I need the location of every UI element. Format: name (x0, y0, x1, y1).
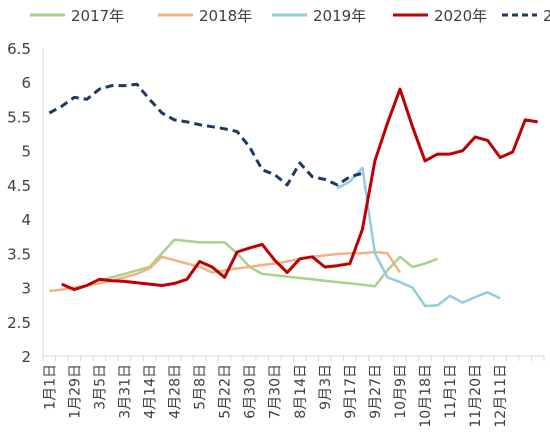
x-axis: 1月1日 1月29日 3月5日 3月31日 4月14日 4月28日 5月8日 5月22日 6月3… (42, 355, 545, 428)
x-tick-label: 12月11日 (493, 364, 509, 428)
x-tick-label: 11月20日 (468, 364, 484, 428)
x-tick-label: 9月17日 (343, 364, 359, 419)
x-tick-label: 5月22日 (218, 364, 234, 419)
x-tick-label: 9月3日 (318, 364, 334, 410)
y-axis: 2 2.5 3 3.5 4 4.5 5 5.5 6 6.5 (7, 40, 44, 366)
x-tick-label: 1月29日 (67, 364, 83, 419)
legend-label: 2018年 (199, 7, 252, 25)
x-tick-label: 8月14日 (293, 364, 309, 419)
series-line-2018 (49, 250, 402, 293)
x-tick-label: 10月9日 (393, 364, 409, 419)
x-tick-label: 3月31日 (117, 364, 133, 419)
plot-area (48, 82, 538, 308)
legend-label: 2019年 (313, 7, 366, 25)
y-tick-label: 6 (21, 74, 31, 92)
y-tick-label: 6.5 (7, 40, 31, 58)
series-line-2019 (336, 166, 501, 308)
y-tick-label: 5 (21, 143, 31, 161)
x-tick-label: 7月30日 (268, 364, 284, 419)
x-tick-label: 4月14日 (142, 364, 158, 419)
y-tick-label: 2 (21, 348, 31, 366)
x-tick-label: 1月1日 (42, 364, 58, 410)
y-tick-label: 4.5 (7, 177, 31, 195)
series-line-2017 (99, 238, 438, 288)
x-tick-label: 10月18日 (418, 364, 434, 428)
x-tick-label: 5月8日 (193, 364, 209, 410)
legend: 2017年 2018年 2019年 2020年 2021年 (30, 7, 550, 25)
y-tick-label: 2.5 (7, 314, 31, 332)
x-tick-label: 9月27日 (368, 364, 384, 419)
x-tick-label: 3月5日 (92, 364, 108, 410)
x-tick-label: 11月1日 (443, 364, 459, 419)
y-tick-label: 3 (21, 280, 31, 298)
legend-label: 2021年 (543, 7, 550, 25)
x-tick-label: 6月30日 (243, 364, 259, 419)
legend-label: 2020年 (434, 7, 487, 25)
series-line-2021 (48, 82, 363, 187)
x-tick-label: 4月28日 (168, 364, 184, 419)
y-tick-label: 3.5 (7, 245, 31, 263)
y-tick-label: 4 (21, 211, 31, 229)
legend-label: 2017年 (71, 7, 124, 25)
y-tick-label: 5.5 (7, 108, 31, 126)
series-line-2020 (61, 87, 538, 292)
